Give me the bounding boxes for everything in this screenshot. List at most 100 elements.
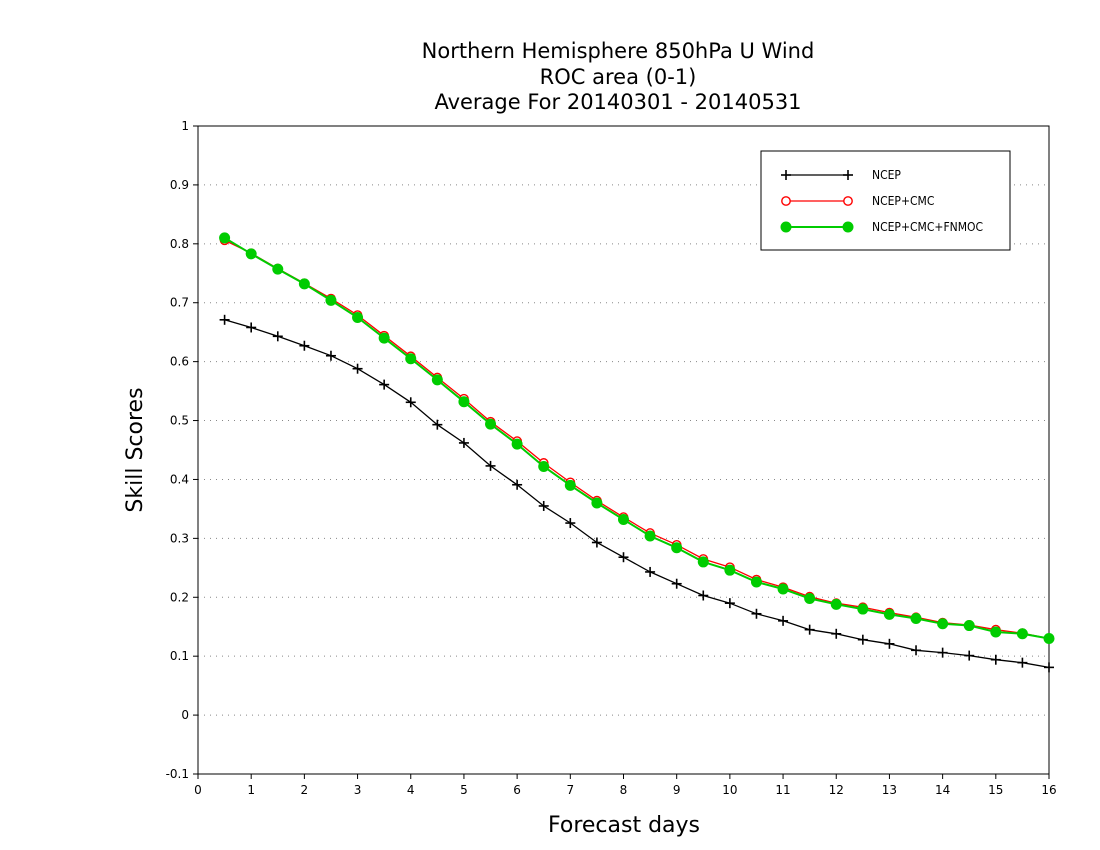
series-line-ncep-cmc-fnmoc — [224, 237, 1050, 640]
data-point-ncep — [884, 638, 895, 649]
data-point-ncep-cmc-fnmoc — [325, 294, 337, 306]
data-point-ncep-cmc-fnmoc — [857, 603, 869, 615]
data-point-ncep — [645, 566, 656, 577]
data-point-ncep — [857, 634, 868, 645]
y-tick-label: -0.1 — [166, 767, 189, 781]
data-point-ncep — [299, 340, 310, 351]
x-tick-label: 9 — [673, 783, 681, 797]
legend-label: NCEP+CMC+FNMOC — [872, 220, 983, 234]
data-point-ncep-cmc-fnmoc — [990, 626, 1002, 638]
data-point-ncep-cmc-fnmoc — [777, 583, 789, 595]
legend-label: NCEP — [872, 168, 901, 182]
series-line-ncep — [224, 319, 1050, 669]
y-tick-label: 0 — [181, 708, 189, 722]
y-tick-label: 1 — [181, 119, 189, 133]
data-point-ncep — [911, 645, 922, 656]
data-point-ncep — [405, 397, 416, 408]
series-ncep-cmc-fnmoc — [219, 232, 1055, 645]
legend-marker — [843, 170, 853, 180]
data-point-ncep-cmc-fnmoc — [618, 514, 629, 526]
data-point-ncep — [432, 419, 443, 430]
x-tick-label: 1 — [247, 783, 255, 797]
x-axis: 0 1 2 3 4 5 6 7 8 9 10 11 12 13 14 15 16 — [194, 774, 1057, 797]
data-point-ncep-cmc-fnmoc — [458, 396, 470, 408]
x-tick-label: 16 — [1041, 783, 1056, 797]
data-point-ncep — [272, 331, 283, 342]
title-line-2: ROC area (0-1) — [540, 65, 697, 89]
x-tick-label: 8 — [620, 783, 628, 797]
data-point-ncep — [512, 479, 523, 490]
legend-marker — [780, 221, 792, 233]
y-tick-label: 0.3 — [170, 531, 189, 545]
x-axis-label: Forecast days — [548, 813, 700, 838]
x-tick-label: 11 — [775, 783, 790, 797]
legend-item-ncep: NCEP — [781, 168, 901, 182]
data-point-ncep-cmc-fnmoc — [431, 374, 443, 386]
legend-marker — [842, 221, 854, 233]
data-point-ncep — [352, 363, 363, 374]
data-point-ncep — [458, 437, 469, 448]
data-point-ncep — [990, 654, 1001, 665]
series-line-ncep-cmc — [224, 239, 1050, 640]
x-tick-label: 0 — [194, 783, 202, 797]
data-point-ncep-cmc-fnmoc — [937, 618, 949, 630]
data-point-ncep — [1017, 657, 1028, 668]
data-point-ncep-cmc-fnmoc — [644, 530, 656, 542]
data-point-ncep-cmc-fnmoc — [485, 418, 497, 430]
data-point-ncep — [538, 500, 549, 511]
x-tick-label: 14 — [935, 783, 950, 797]
data-point-ncep — [379, 379, 390, 390]
x-tick-label: 2 — [301, 783, 309, 797]
data-point-ncep-cmc-fnmoc — [564, 479, 576, 491]
data-point-ncep — [937, 647, 948, 658]
data-point-ncep-cmc-fnmoc — [963, 620, 975, 632]
data-point-ncep-cmc-fnmoc — [405, 353, 417, 365]
series-ncep-cmc — [219, 235, 1054, 644]
x-tick-label: 12 — [829, 783, 844, 797]
y-axis-label: Skill Scores — [123, 387, 148, 512]
y-tick-label: 0.2 — [170, 590, 189, 604]
data-point-ncep — [246, 322, 257, 333]
legend-item-ncep-cmc-fnmoc: NCEP+CMC+FNMOC — [780, 220, 983, 234]
data-point-ncep-cmc-fnmoc — [298, 278, 310, 290]
x-tick-label: 6 — [513, 783, 521, 797]
data-point-ncep-cmc-fnmoc — [883, 608, 895, 620]
data-point-ncep — [1044, 662, 1054, 673]
y-tick-label: 0.1 — [170, 649, 189, 663]
data-point-ncep-cmc-fnmoc — [538, 460, 550, 472]
x-tick-label: 15 — [988, 783, 1003, 797]
y-tick-label: 0.7 — [170, 296, 189, 310]
x-tick-label: 7 — [566, 783, 574, 797]
data-point-ncep-cmc-fnmoc — [1043, 633, 1055, 645]
y-tick-label: 0.9 — [170, 178, 189, 192]
data-point-ncep — [724, 598, 735, 609]
x-tick-label: 5 — [460, 783, 468, 797]
data-point-ncep — [671, 578, 682, 589]
data-point-ncep-cmc-fnmoc — [1016, 628, 1028, 640]
data-point-ncep-cmc-fnmoc — [245, 248, 257, 260]
legend-label: NCEP+CMC — [872, 194, 934, 208]
data-point-ncep — [219, 314, 230, 325]
data-point-ncep-cmc-fnmoc — [511, 438, 523, 450]
data-point-ncep — [698, 590, 709, 601]
y-tick-label: 0.8 — [170, 237, 189, 251]
y-tick-label: 0.5 — [170, 414, 189, 428]
series-layer — [219, 232, 1055, 673]
data-point-ncep — [778, 615, 789, 626]
data-point-ncep-cmc-fnmoc — [724, 564, 736, 576]
data-point-ncep — [831, 628, 842, 639]
data-point-ncep-cmc-fnmoc — [671, 542, 683, 554]
series-ncep — [219, 314, 1054, 673]
y-tick-label: 0.4 — [170, 472, 189, 486]
data-point-ncep — [591, 537, 602, 548]
legend-marker — [781, 170, 791, 180]
data-point-ncep-cmc-fnmoc — [804, 592, 816, 604]
data-point-ncep-cmc-fnmoc — [750, 576, 762, 588]
y-tick-label: 0.6 — [170, 355, 189, 369]
data-point-ncep — [325, 350, 336, 361]
data-point-ncep-cmc-fnmoc — [697, 556, 709, 568]
data-point-ncep-cmc-fnmoc — [352, 311, 364, 323]
data-point-ncep-cmc-fnmoc — [591, 497, 603, 509]
legend-marker — [843, 196, 853, 206]
